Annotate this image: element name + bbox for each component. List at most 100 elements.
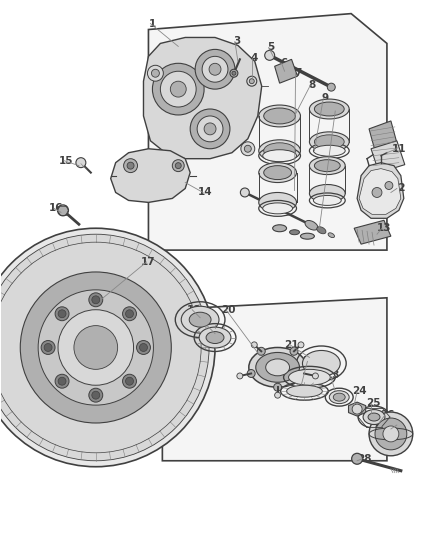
- Ellipse shape: [259, 140, 300, 161]
- Polygon shape: [275, 59, 297, 83]
- Circle shape: [58, 310, 66, 318]
- Ellipse shape: [259, 163, 297, 182]
- Circle shape: [195, 50, 235, 89]
- Circle shape: [92, 296, 100, 304]
- Ellipse shape: [181, 306, 219, 333]
- Text: 10: 10: [330, 106, 345, 116]
- Text: 26: 26: [380, 410, 394, 420]
- Circle shape: [251, 342, 257, 348]
- Circle shape: [58, 310, 134, 385]
- Ellipse shape: [264, 143, 296, 159]
- Ellipse shape: [263, 203, 293, 214]
- Ellipse shape: [290, 230, 300, 235]
- Text: 21: 21: [284, 340, 299, 350]
- Circle shape: [352, 404, 362, 414]
- Polygon shape: [359, 168, 401, 214]
- Text: 17: 17: [141, 257, 156, 267]
- Circle shape: [300, 369, 308, 377]
- Circle shape: [230, 69, 238, 77]
- Ellipse shape: [256, 352, 300, 382]
- Circle shape: [274, 383, 282, 391]
- Circle shape: [126, 310, 134, 318]
- Circle shape: [127, 162, 134, 169]
- Circle shape: [0, 234, 209, 461]
- Circle shape: [190, 109, 230, 149]
- Circle shape: [58, 377, 66, 385]
- Ellipse shape: [300, 233, 314, 239]
- Ellipse shape: [305, 221, 318, 230]
- Circle shape: [204, 123, 216, 135]
- Ellipse shape: [314, 146, 345, 156]
- Circle shape: [152, 69, 159, 77]
- Circle shape: [38, 290, 153, 405]
- Circle shape: [92, 391, 100, 399]
- Ellipse shape: [266, 359, 290, 376]
- Circle shape: [275, 392, 281, 398]
- Ellipse shape: [206, 332, 224, 343]
- Circle shape: [327, 83, 335, 91]
- Circle shape: [76, 158, 86, 168]
- Text: 19: 19: [202, 321, 216, 330]
- Circle shape: [172, 160, 184, 172]
- Polygon shape: [148, 14, 387, 250]
- Ellipse shape: [273, 225, 286, 232]
- Circle shape: [89, 388, 103, 402]
- Circle shape: [257, 348, 265, 356]
- Circle shape: [175, 163, 181, 168]
- Ellipse shape: [328, 233, 335, 238]
- Circle shape: [241, 142, 255, 156]
- Circle shape: [123, 307, 137, 321]
- Text: 12: 12: [392, 183, 406, 193]
- Circle shape: [375, 418, 407, 450]
- Ellipse shape: [314, 102, 344, 116]
- Text: 5: 5: [267, 43, 274, 52]
- Ellipse shape: [264, 166, 292, 180]
- Polygon shape: [349, 402, 366, 416]
- Polygon shape: [144, 37, 262, 159]
- Circle shape: [55, 307, 69, 321]
- Circle shape: [383, 426, 399, 442]
- Ellipse shape: [329, 391, 349, 403]
- Ellipse shape: [259, 105, 300, 127]
- Text: 6: 6: [280, 58, 287, 68]
- Circle shape: [209, 63, 221, 75]
- Ellipse shape: [309, 132, 349, 152]
- Circle shape: [290, 348, 298, 356]
- Polygon shape: [111, 149, 190, 203]
- Circle shape: [197, 116, 223, 142]
- Text: 16: 16: [49, 204, 63, 213]
- Text: 15: 15: [59, 156, 73, 166]
- Polygon shape: [162, 298, 387, 461]
- Ellipse shape: [264, 108, 296, 124]
- Text: 3: 3: [233, 36, 240, 46]
- Circle shape: [202, 56, 228, 82]
- Circle shape: [123, 374, 137, 388]
- Text: 1: 1: [149, 19, 156, 29]
- Circle shape: [237, 373, 243, 379]
- Circle shape: [137, 341, 150, 354]
- Circle shape: [249, 79, 254, 84]
- Circle shape: [160, 71, 196, 107]
- Text: 11: 11: [392, 144, 406, 154]
- Circle shape: [369, 412, 413, 456]
- Text: 28: 28: [357, 454, 371, 464]
- Ellipse shape: [303, 351, 340, 376]
- Ellipse shape: [286, 385, 322, 397]
- Ellipse shape: [189, 312, 211, 327]
- Text: 27: 27: [392, 420, 406, 430]
- Polygon shape: [371, 141, 405, 173]
- Polygon shape: [354, 220, 391, 244]
- Ellipse shape: [368, 413, 380, 421]
- Ellipse shape: [314, 160, 340, 172]
- Circle shape: [140, 343, 148, 351]
- Polygon shape: [369, 121, 397, 151]
- Circle shape: [265, 51, 275, 60]
- Circle shape: [20, 272, 171, 423]
- Polygon shape: [357, 163, 404, 219]
- Text: 7: 7: [294, 68, 301, 78]
- Circle shape: [385, 182, 393, 190]
- Circle shape: [372, 188, 382, 197]
- Circle shape: [74, 326, 118, 369]
- Circle shape: [152, 63, 204, 115]
- Circle shape: [312, 373, 318, 379]
